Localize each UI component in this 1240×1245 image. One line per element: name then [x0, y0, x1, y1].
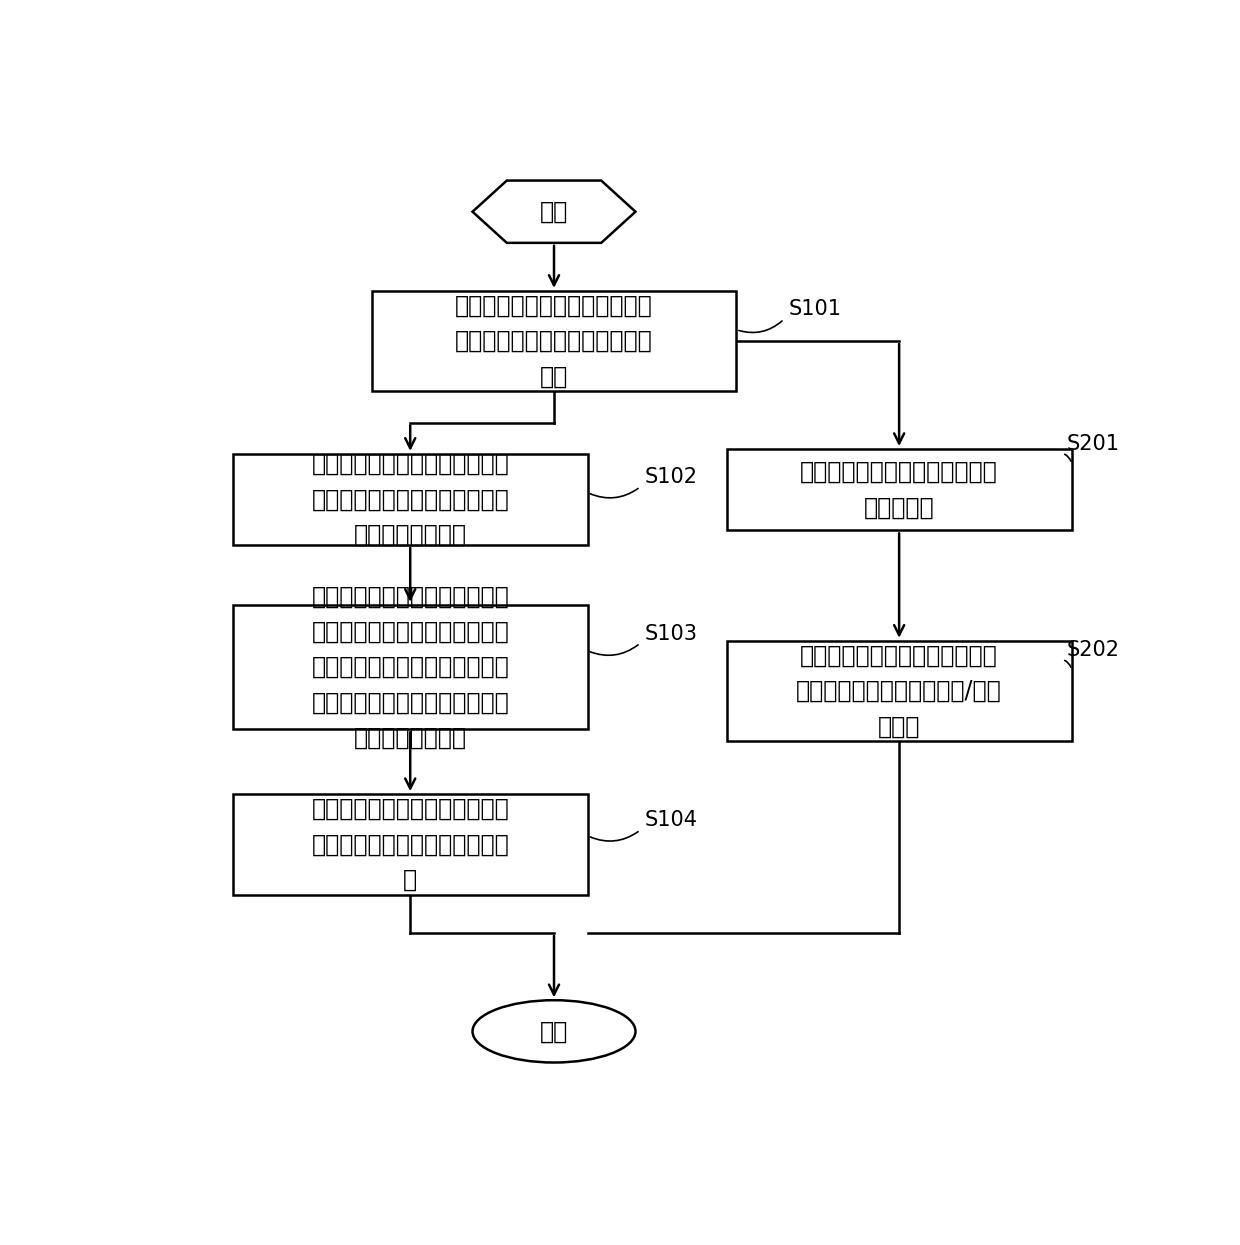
Ellipse shape: [472, 1000, 635, 1062]
Bar: [372, 291, 737, 391]
Polygon shape: [472, 181, 635, 243]
Text: 依据各个光伏组件的差异，确定
各个光伏组件的老化程度和/或故
障情况: 依据各个光伏组件的差异，确定 各个光伏组件的老化程度和/或故 障情况: [796, 644, 1002, 738]
Bar: [233, 605, 588, 730]
Text: S101: S101: [789, 300, 842, 320]
Text: 计算待评估光伏组串中各个旁路
二极管均无电流流过时待评估光
伏组串的第一功率: 计算待评估光伏组串中各个旁路 二极管均无电流流过时待评估光 伏组串的第一功率: [311, 452, 510, 547]
Text: 确定光伏电站的待评估光伏组串
中各个旁路二极管的电压值和电
流值: 确定光伏电站的待评估光伏组串 中各个旁路二极管的电压值和电 流值: [455, 294, 653, 388]
Text: 以第一功率减去第二功率的差值
，作为待评估光伏组串的失配损
失: 以第一功率减去第二功率的差值 ，作为待评估光伏组串的失配损 失: [311, 797, 510, 891]
Text: S102: S102: [645, 467, 698, 487]
Text: S103: S103: [645, 624, 698, 644]
Bar: [727, 641, 1071, 741]
Text: 结束: 结束: [539, 1020, 568, 1043]
Text: 确定待评估光伏组串中各个光伏
组件的差异: 确定待评估光伏组串中各个光伏 组件的差异: [800, 459, 998, 519]
Text: 开始: 开始: [539, 199, 568, 224]
Text: S201: S201: [1066, 433, 1120, 453]
Bar: [727, 449, 1071, 530]
Text: 待评估光伏组串中至少一个旁路
二极管有电流流过时，依据待评
估光伏组串中各个旁路二极管的
电压值和电流值，计算待评估光
伏组串的第二功率: 待评估光伏组串中至少一个旁路 二极管有电流流过时，依据待评 估光伏组串中各个旁路…: [311, 584, 510, 749]
Bar: [233, 794, 588, 895]
Text: S202: S202: [1066, 640, 1120, 660]
Bar: [233, 453, 588, 545]
Text: S104: S104: [645, 810, 698, 830]
